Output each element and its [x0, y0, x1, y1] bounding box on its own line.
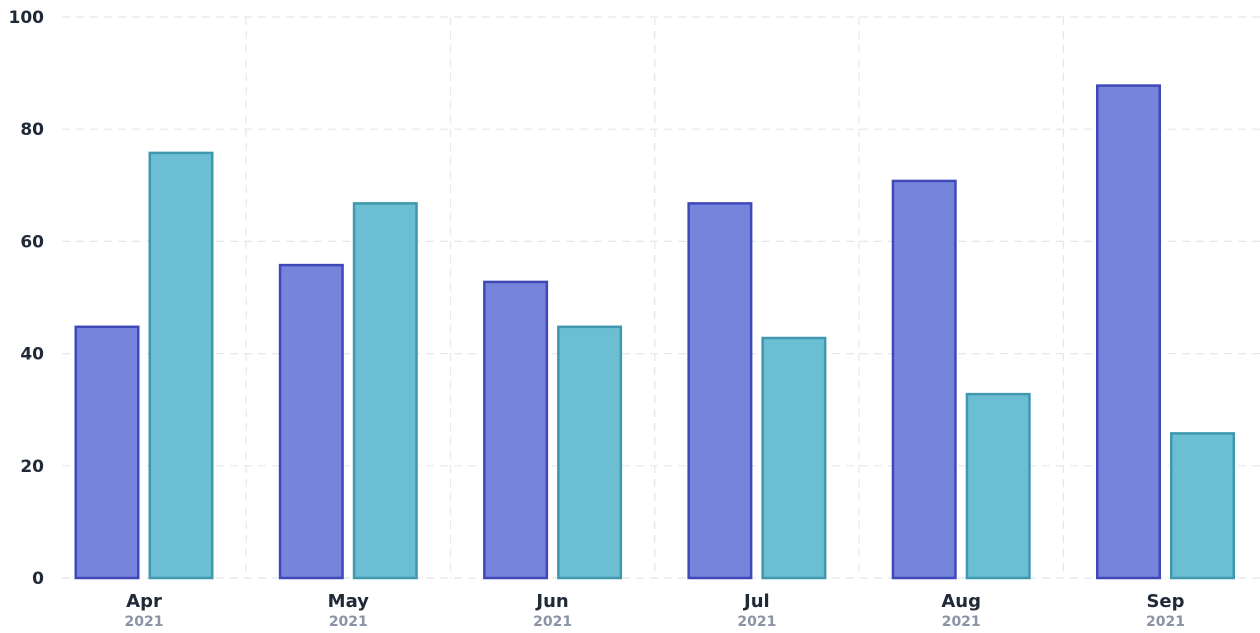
- x-tick-label-may: May: [328, 591, 370, 612]
- x-tick-sublabel-sep: 2021: [1146, 614, 1185, 630]
- bar-series-2-may: [352, 202, 418, 580]
- bar-series-2-apr: [148, 151, 214, 580]
- bar-series-2-sep: [1170, 432, 1235, 580]
- bar-series-2-jul: [761, 336, 827, 580]
- bar-series-1-aug: [891, 179, 957, 580]
- bar-series-1-sep: [1096, 84, 1161, 580]
- bar-series-1-may: [278, 263, 344, 580]
- y-tick-label: 100: [9, 8, 45, 28]
- x-tick-sublabel-jun: 2021: [533, 614, 572, 630]
- x-tick-sublabel-may: 2021: [329, 614, 368, 630]
- bar-series-2-aug: [965, 392, 1031, 580]
- axis-layer: 0 20 40 60 80 100 Apr 2021 May 2021 Jun 2021 Jul 2021…: [9, 8, 1185, 630]
- y-tick-label: 0: [32, 569, 44, 589]
- x-tick-label-sep: Sep: [1146, 591, 1184, 612]
- x-tick-label-jun: Jun: [534, 591, 568, 612]
- x-tick-sublabel-jul: 2021: [737, 614, 776, 630]
- y-tick-label: 40: [20, 345, 44, 365]
- bar-series-2-jun: [557, 325, 623, 580]
- x-tick-label-jul: Jul: [742, 591, 770, 612]
- x-tick-sublabel-aug: 2021: [942, 614, 981, 630]
- x-tick-label-apr: Apr: [126, 591, 162, 612]
- y-tick-label: 20: [20, 457, 44, 477]
- y-tick-label: 80: [20, 120, 44, 140]
- x-tick-sublabel-apr: 2021: [125, 614, 164, 630]
- bars-layer: [74, 84, 1235, 580]
- bar-series-1-jul: [687, 202, 753, 580]
- bar-series-1-apr: [74, 325, 140, 580]
- y-tick-label: 60: [20, 232, 44, 252]
- grid-layer: [62, 16, 1260, 579]
- x-tick-label-aug: Aug: [941, 591, 981, 612]
- bar-series-1-jun: [483, 280, 549, 580]
